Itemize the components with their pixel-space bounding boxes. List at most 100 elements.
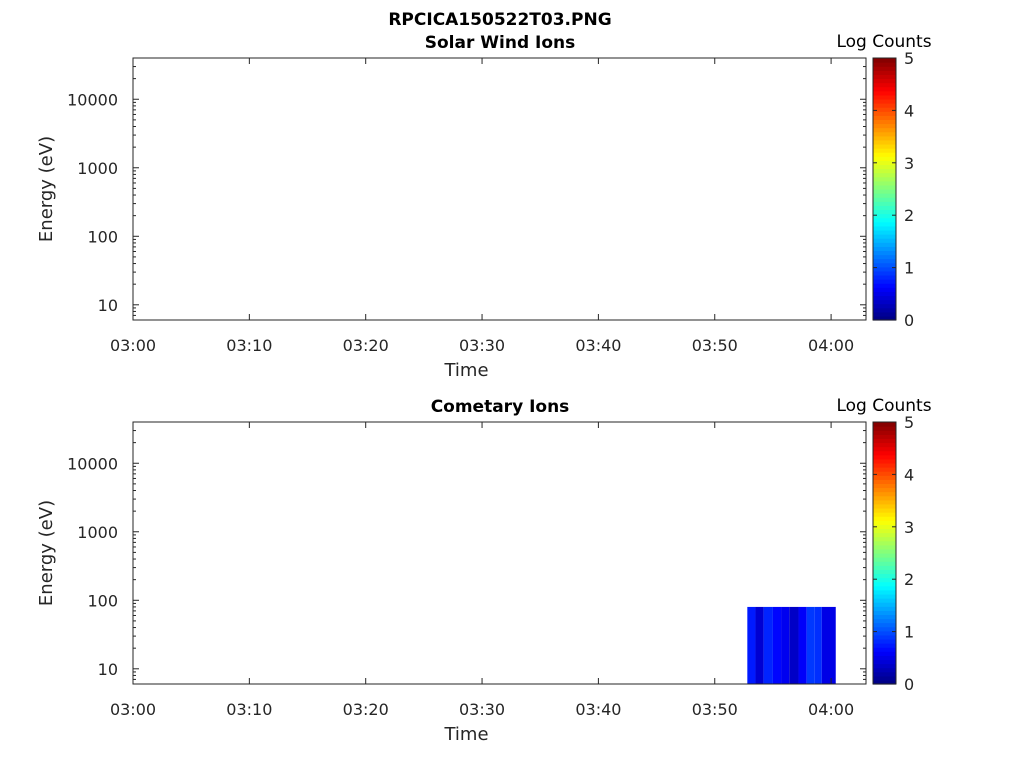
colorbar-segment: [873, 450, 896, 456]
colorbar-segment: [873, 573, 896, 579]
x-tick-label: 04:00: [808, 700, 854, 719]
colorbar-segment: [873, 152, 896, 157]
colorbar-segment: [873, 148, 896, 153]
colorbar-segment: [873, 307, 896, 313]
colorbar-segment: [873, 422, 896, 427]
colorbar-segment: [873, 430, 896, 435]
x-axis-label: Time: [443, 360, 488, 381]
colorbar-segment: [873, 512, 896, 517]
x-axis-label: Time: [443, 724, 488, 745]
colorbar-segment: [873, 446, 896, 452]
colorbar-tick-label: 2: [904, 570, 914, 589]
y-tick-label: 1000: [77, 523, 118, 542]
colorbar-segment: [873, 471, 896, 476]
colorbar-segment: [873, 634, 896, 640]
colorbar-segment: [873, 139, 896, 145]
colorbar-segment: [873, 213, 896, 219]
colorbar-segment: [873, 499, 896, 505]
colorbar-segment: [873, 274, 896, 280]
x-tick-label: 03:40: [575, 336, 621, 355]
x-tick-label: 03:40: [575, 700, 621, 719]
colorbar-segment: [873, 299, 896, 305]
colorbar-segment: [873, 94, 896, 100]
colorbar-segment: [873, 675, 896, 681]
colorbar-segment: [873, 262, 896, 268]
colorbar-segment: [873, 589, 896, 595]
colorbar-segment: [873, 250, 896, 256]
colorbar-segment: [873, 602, 896, 607]
heatmap-cell: [806, 606, 815, 684]
heatmap-cell: [763, 606, 773, 684]
colorbar-segment: [873, 201, 896, 206]
x-tick-label: 03:50: [692, 700, 738, 719]
colorbar-segment: [873, 295, 896, 301]
colorbar-segment: [873, 487, 896, 493]
figure-title: RPCICA150522T03.PNG: [388, 10, 611, 30]
panel-title: Cometary Ions: [431, 397, 570, 417]
colorbar-segment: [873, 618, 896, 624]
colorbar-segment: [873, 291, 896, 297]
colorbar-segment: [873, 577, 896, 583]
y-tick-label: 1000: [77, 159, 118, 178]
colorbar-segment: [873, 442, 896, 448]
colorbar-segment: [873, 115, 896, 121]
colorbar-tick-label: 5: [904, 49, 914, 68]
y-tick-label: 100: [87, 227, 118, 246]
x-tick-label: 03:00: [110, 336, 156, 355]
colorbar-segment: [873, 626, 896, 632]
colorbar-segment: [873, 643, 896, 648]
heatmap-cells: [747, 606, 836, 684]
colorbar-segment: [873, 548, 896, 554]
x-tick-label: 03:10: [226, 700, 272, 719]
colorbar-segment: [873, 189, 896, 194]
colorbar-segment: [873, 229, 896, 235]
colorbar-segment: [873, 82, 896, 88]
colorbar-segment: [873, 479, 896, 485]
colorbar-segment: [873, 557, 896, 562]
colorbar-segment: [873, 103, 896, 108]
colorbar-segment: [873, 434, 896, 439]
colorbar-segment: [873, 610, 896, 616]
heatmap-cell: [789, 606, 799, 684]
colorbar-segment: [873, 62, 896, 67]
plot-frame: [132, 57, 867, 321]
colorbar-segment: [873, 553, 896, 558]
colorbar-segment: [873, 503, 896, 509]
colorbar-segment: [873, 438, 896, 444]
colorbar-segment: [873, 225, 896, 231]
colorbar-segment: [873, 172, 896, 178]
x-tick-label: 03:00: [110, 700, 156, 719]
colorbar-segment: [873, 131, 896, 137]
colorbar-segment: [873, 315, 896, 321]
colorbar-segment: [873, 246, 896, 252]
colorbar-tick-label: 2: [904, 206, 914, 225]
colorbar-segment: [873, 638, 896, 644]
colorbar-segment: [873, 561, 896, 566]
colorbar-tick-label: 1: [904, 623, 914, 642]
colorbar-segment: [873, 491, 896, 497]
y-tick-label: 10000: [67, 454, 118, 473]
colorbar-segment: [873, 90, 896, 96]
colorbar-segment: [873, 74, 896, 80]
x-tick-label: 03:30: [459, 336, 505, 355]
colorbar-tick-label: 4: [904, 465, 914, 484]
colorbar-segment: [873, 209, 896, 215]
colorbar-segment: [873, 606, 896, 611]
colorbar-segment: [873, 540, 896, 546]
colorbar-segment: [873, 127, 896, 133]
colorbar-segment: [873, 647, 896, 652]
y-tick-label: 10: [98, 296, 118, 315]
x-tick-label: 03:50: [692, 336, 738, 355]
colorbar-segment: [873, 651, 896, 656]
x-tick-label: 03:30: [459, 700, 505, 719]
colorbar-segment: [873, 221, 896, 227]
colorbar-segment: [873, 630, 896, 636]
colorbar-segment: [873, 238, 896, 243]
colorbar-segment: [873, 164, 896, 170]
colorbar-segment: [873, 536, 896, 542]
heatmap-cell: [781, 606, 790, 684]
colorbar-segment: [873, 593, 896, 599]
colorbar-segment: [873, 426, 896, 431]
y-tick-label: 100: [87, 591, 118, 610]
